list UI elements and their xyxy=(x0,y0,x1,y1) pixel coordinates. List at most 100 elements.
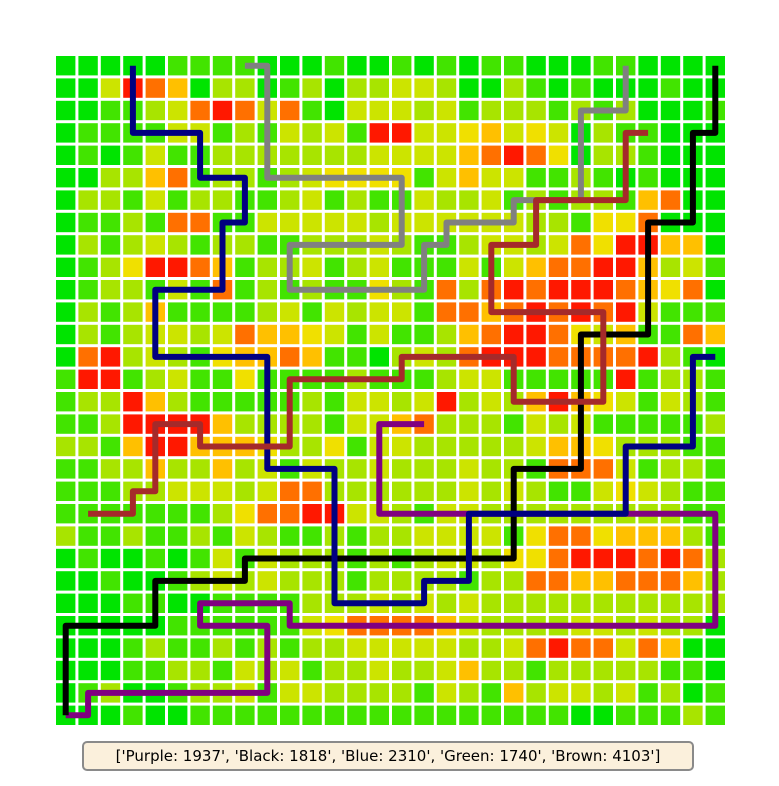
grid-cell xyxy=(123,212,143,233)
grid-cell xyxy=(616,369,636,389)
grid-cell xyxy=(302,660,322,681)
grid-cell xyxy=(168,392,188,412)
grid-cell xyxy=(616,571,636,591)
grid-cell xyxy=(280,324,300,345)
grid-cell xyxy=(324,123,345,143)
grid-cell xyxy=(190,369,210,389)
grid-cell xyxy=(280,100,300,121)
grid-cell xyxy=(257,212,277,233)
grid-cell xyxy=(481,324,501,345)
grid-cell xyxy=(324,190,345,210)
grid-cell xyxy=(302,78,322,98)
grid-cell xyxy=(56,168,76,188)
grid-cell xyxy=(638,705,658,725)
grid-cell xyxy=(302,190,322,210)
grid-cell xyxy=(526,436,546,457)
grid-cell xyxy=(235,414,255,434)
grid-cell xyxy=(56,145,76,165)
grid-cell xyxy=(56,593,76,613)
grid-cell xyxy=(481,56,501,76)
grid-cell xyxy=(459,123,479,143)
paths-layer xyxy=(62,62,719,719)
grid-cell xyxy=(616,212,636,233)
grid-cell xyxy=(235,235,255,255)
grid-cell xyxy=(436,705,457,725)
grid-cell xyxy=(392,481,412,501)
grid-cell xyxy=(705,392,725,412)
grid-cell xyxy=(145,100,165,121)
grid-cell xyxy=(616,257,636,277)
grid-cell xyxy=(190,190,210,210)
grid-cell xyxy=(436,257,457,277)
grid-cell xyxy=(78,571,98,591)
grid-cell xyxy=(414,705,434,725)
grid-cell xyxy=(638,593,658,613)
grid-cell xyxy=(302,705,322,725)
grid-cell xyxy=(436,481,457,501)
grid-cell xyxy=(347,347,367,367)
grid-cell xyxy=(683,660,703,681)
grid-cell xyxy=(324,660,345,681)
grid-cell xyxy=(280,683,300,703)
grid-cell xyxy=(123,526,143,546)
grid-cell xyxy=(56,257,76,277)
grid-cell xyxy=(459,660,479,681)
grid-cell xyxy=(56,571,76,591)
grid-cell xyxy=(168,705,188,725)
grid-cell xyxy=(212,660,233,681)
grid-cell xyxy=(235,392,255,412)
grid-cell xyxy=(705,257,725,277)
grid-cell xyxy=(100,436,121,457)
grid-cell xyxy=(56,481,76,501)
grid-cell xyxy=(190,324,210,345)
grid-cell xyxy=(302,683,322,703)
grid-cell xyxy=(526,347,546,367)
grid-cell xyxy=(257,481,277,501)
grid-cell xyxy=(235,369,255,389)
grid-cell xyxy=(705,660,725,681)
grid-cell xyxy=(212,78,233,98)
grid-cell xyxy=(56,369,76,389)
grid-cell xyxy=(660,145,681,165)
grid-cell xyxy=(78,100,98,121)
grid-cell xyxy=(145,392,165,412)
grid-cell xyxy=(481,481,501,501)
grid-cell xyxy=(526,660,546,681)
grid-cell xyxy=(683,280,703,300)
grid-cell xyxy=(280,504,300,524)
grid-cell xyxy=(347,78,367,98)
grid-cell xyxy=(100,638,121,658)
grid-cell xyxy=(369,145,389,165)
grid-cell xyxy=(100,481,121,501)
grid-cell xyxy=(548,280,569,300)
grid-cell xyxy=(347,436,367,457)
grid-cell xyxy=(235,280,255,300)
grid-cell xyxy=(78,526,98,546)
grid-cell xyxy=(660,571,681,591)
grid-cell xyxy=(593,526,613,546)
grid-cell xyxy=(369,190,389,210)
grid-cell xyxy=(145,638,165,658)
grid-cell xyxy=(347,212,367,233)
grid-cell xyxy=(100,526,121,546)
grid-cell xyxy=(459,235,479,255)
grid-cell xyxy=(212,392,233,412)
grid-cell xyxy=(123,705,143,725)
grid-cell xyxy=(571,257,591,277)
grid-cell xyxy=(436,459,457,479)
grid-cell xyxy=(414,660,434,681)
grid-cell xyxy=(436,145,457,165)
grid-cell xyxy=(302,414,322,434)
grid-cell xyxy=(705,414,725,434)
grid-cell xyxy=(257,190,277,210)
grid-cell xyxy=(100,257,121,277)
grid-cell xyxy=(168,212,188,233)
grid-cell xyxy=(683,526,703,546)
grid-cell xyxy=(347,56,367,76)
grid-cell xyxy=(548,414,569,434)
grid-cell xyxy=(504,705,524,725)
grid-cell xyxy=(78,168,98,188)
grid-cell xyxy=(280,56,300,76)
grid-cell xyxy=(705,705,725,725)
grid-cell xyxy=(324,705,345,725)
